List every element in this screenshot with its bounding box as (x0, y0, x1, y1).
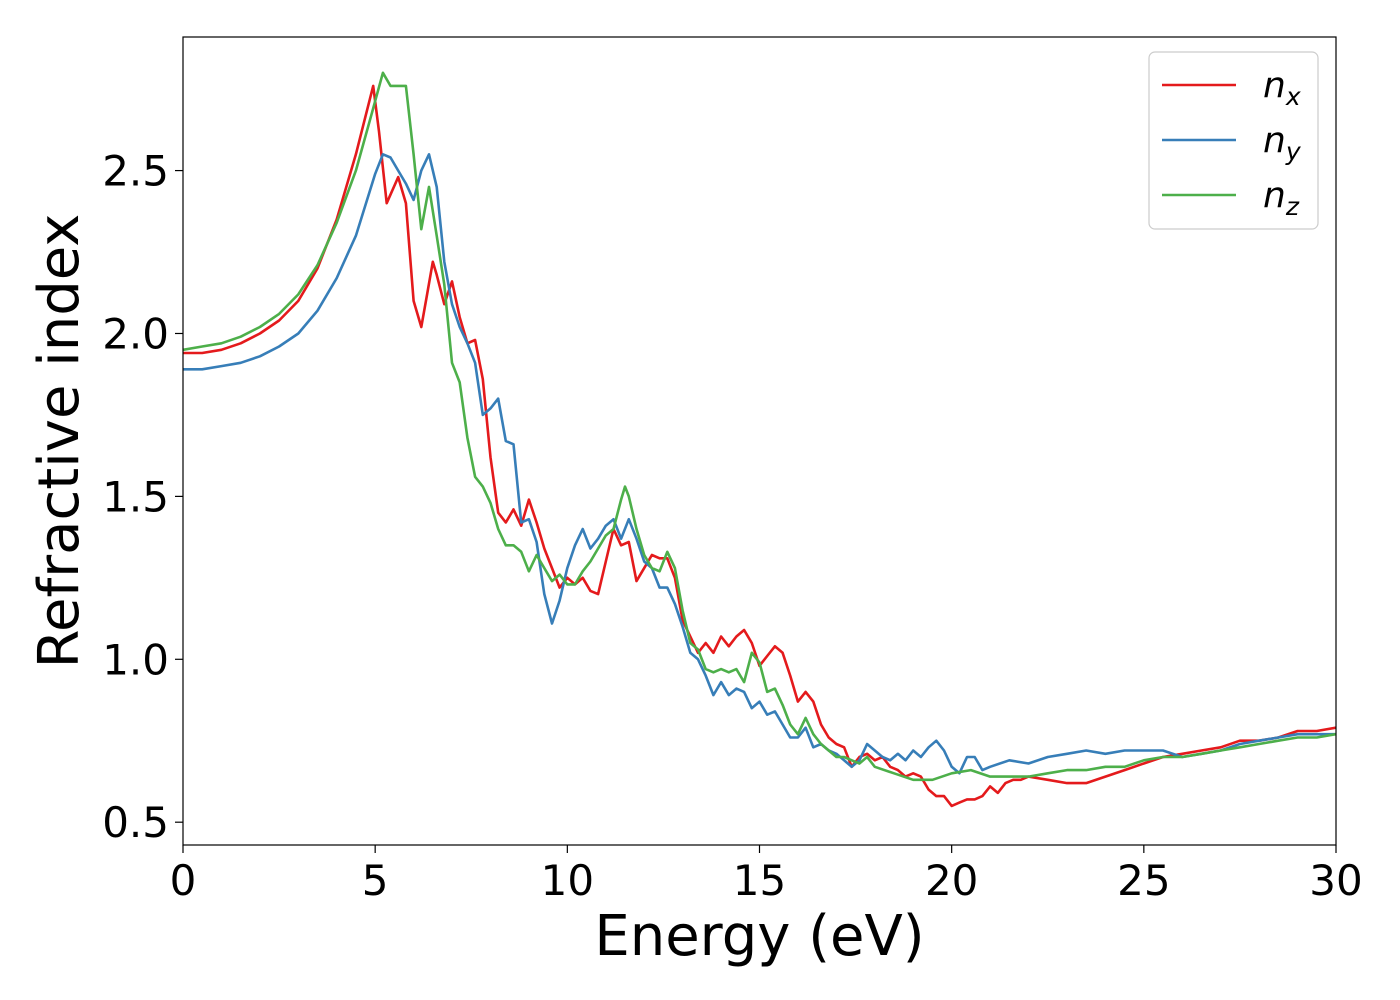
y-tick-label: 1.0 (102, 635, 169, 684)
x-tick-label: 5 (362, 856, 389, 905)
legend: nx ny nz (1148, 51, 1319, 230)
x-axis-title: Energy (eV) (594, 904, 924, 969)
legend-label-z: nz (1263, 175, 1300, 221)
x-axis: 0 5 10 15 20 25 30 (170, 845, 1363, 905)
series-line-x (183, 84, 1336, 808)
y-tick-label: 0.5 (102, 798, 169, 847)
y-tick-label: 2.0 (102, 309, 169, 358)
plot-frame (182, 36, 1337, 846)
legend-label-x: nx (1263, 65, 1301, 111)
x-tick-label: 20 (925, 856, 978, 905)
x-tick-label: 30 (1309, 856, 1362, 905)
legend-label-y: ny (1263, 120, 1302, 166)
y-tick-label: 1.5 (102, 472, 169, 521)
y-axis: 0.5 1.0 1.5 2.0 2.5 (102, 147, 183, 847)
series-line-y (183, 153, 1336, 775)
series-line-z (183, 71, 1336, 782)
x-tick-label: 10 (541, 856, 594, 905)
x-tick-label: 0 (170, 856, 197, 905)
plot-area (183, 71, 1336, 808)
x-tick-label: 15 (733, 856, 786, 905)
x-tick-label: 25 (1117, 856, 1170, 905)
y-axis-title: Refractive index (27, 214, 92, 669)
y-tick-label: 2.5 (102, 147, 169, 196)
